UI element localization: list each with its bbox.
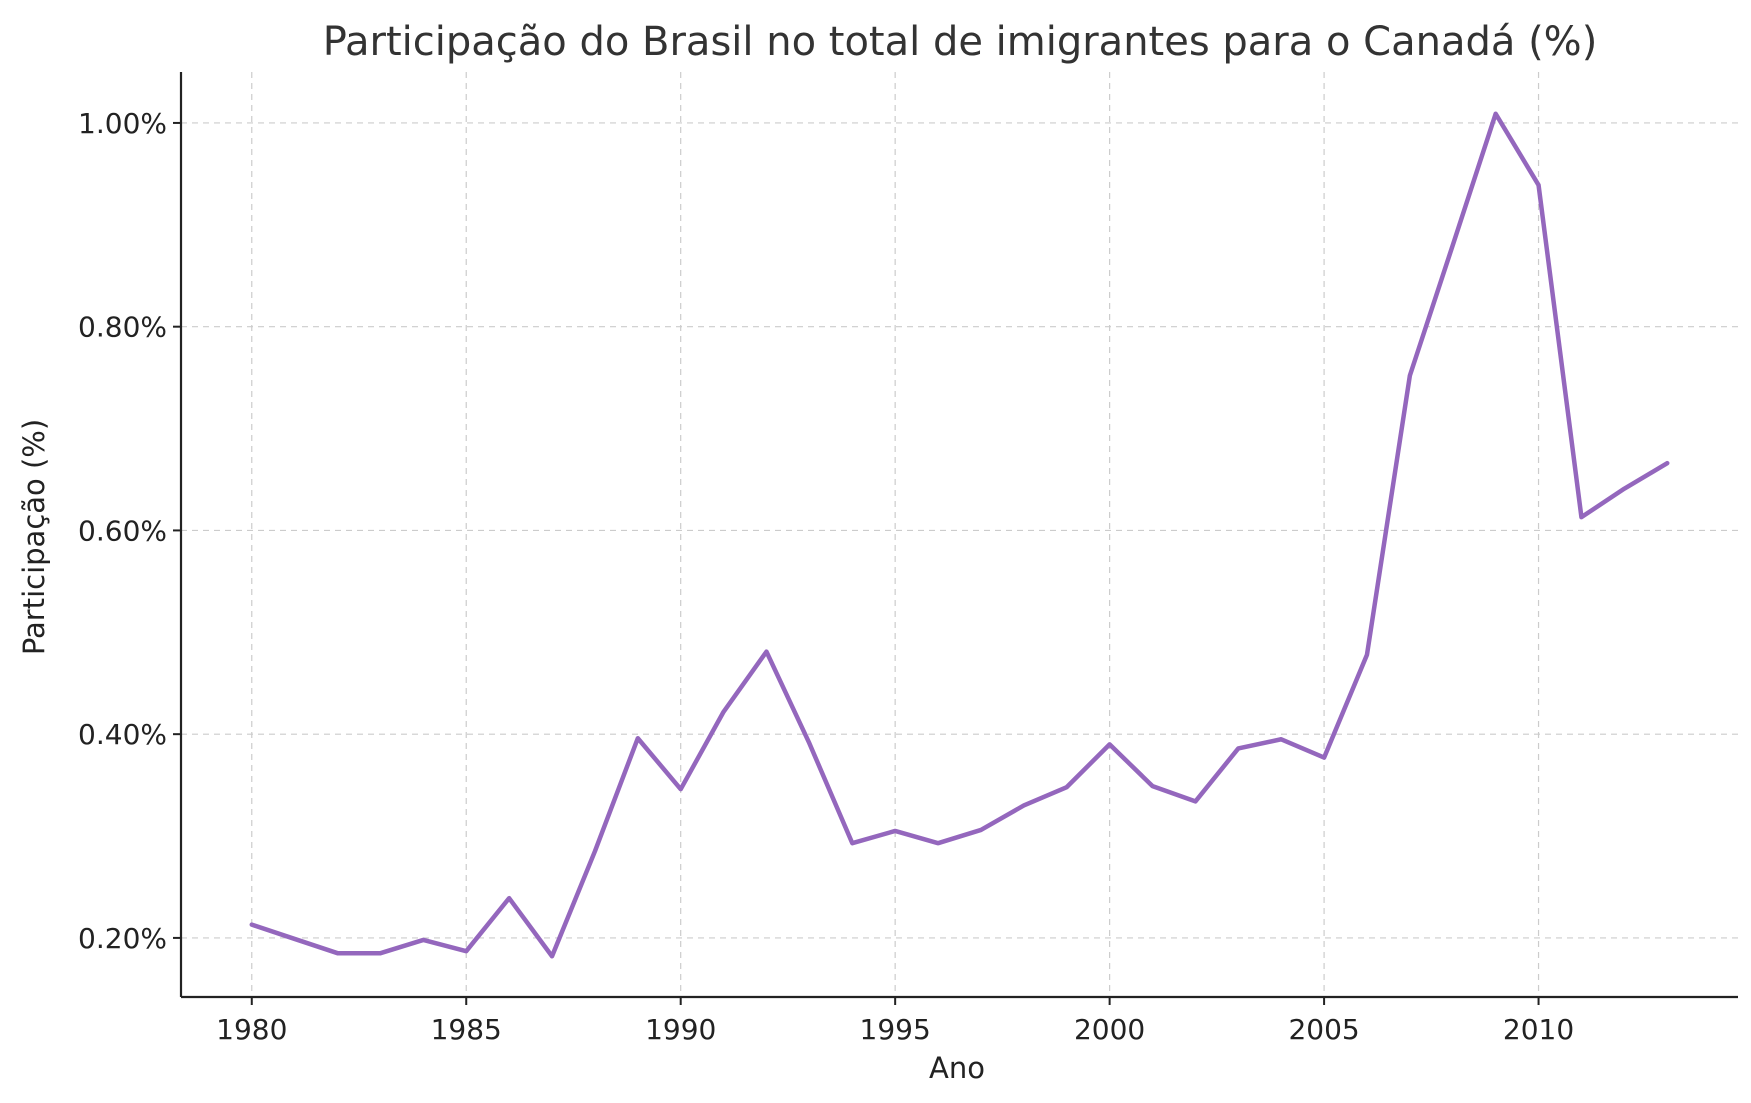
y-tick-label: 0.20%: [78, 922, 167, 955]
x-tick-label: 1990: [645, 1013, 716, 1046]
grid-lines: [181, 72, 1738, 997]
x-tick-label: 1995: [860, 1013, 931, 1046]
axes: [173, 72, 1738, 1005]
series-line: [249, 111, 1670, 959]
y-tick-label: 0.40%: [78, 718, 167, 751]
y-axis-label: Participação (%): [17, 419, 51, 655]
x-tick-label: 2010: [1503, 1013, 1574, 1046]
x-tick-label: 1985: [431, 1013, 502, 1046]
x-tick-label: 2000: [1074, 1013, 1145, 1046]
x-axis-label: Ano: [929, 1051, 985, 1085]
tick-labels: 1980 1985 1990 1995 2000 2005 2010 0.20% 0.40% 0.…: [78, 107, 1574, 1046]
series-layer: [249, 111, 1670, 959]
x-tick-label: 1980: [216, 1013, 287, 1046]
chart-title: Participação do Brasil no total de imigr…: [323, 19, 1598, 65]
y-tick-label: 0.60%: [78, 514, 167, 547]
y-tick-label: 0.80%: [78, 311, 167, 344]
x-tick-label: 2005: [1288, 1013, 1359, 1046]
y-tick-label: 1.00%: [78, 107, 167, 140]
